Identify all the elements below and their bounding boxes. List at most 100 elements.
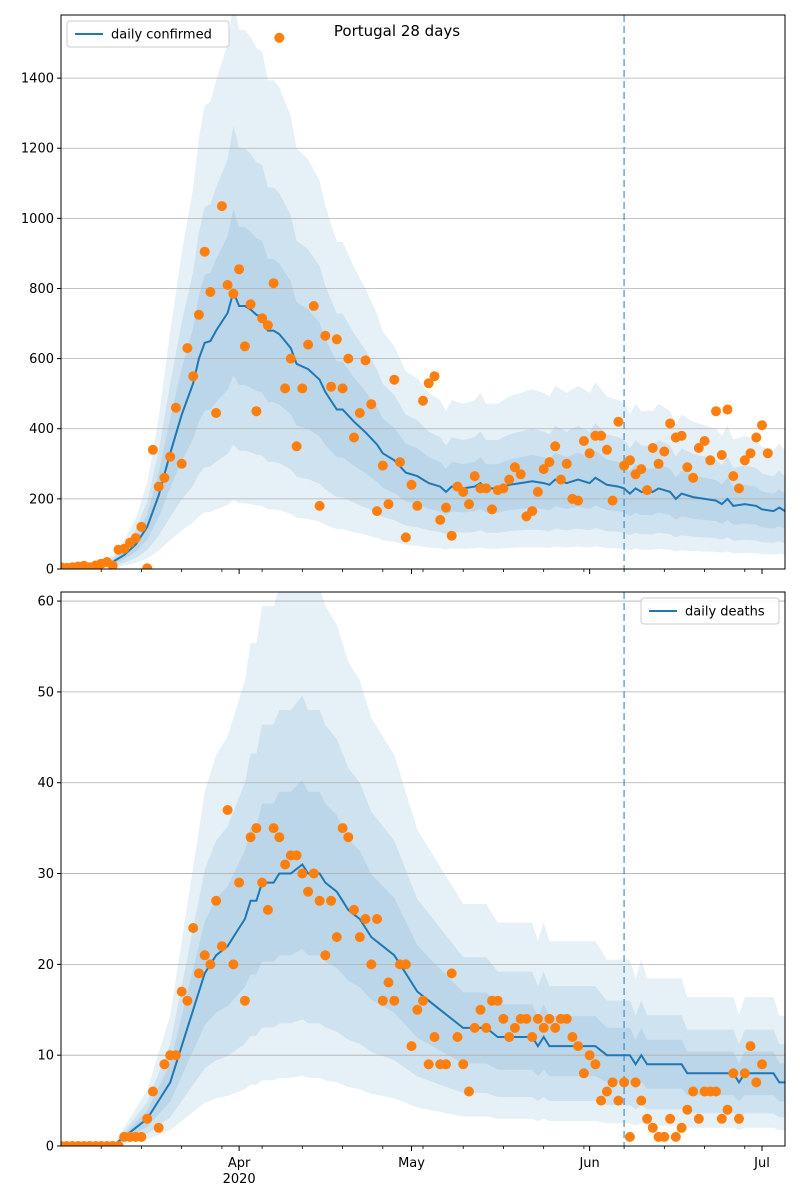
observed-point	[182, 343, 193, 354]
observed-point	[521, 1013, 532, 1024]
observed-point	[280, 383, 291, 394]
observed-point	[670, 1131, 681, 1142]
observed-point	[188, 371, 199, 382]
observed-point	[354, 408, 365, 418]
y-tick-label: 30	[37, 867, 54, 882]
observed-point	[693, 1113, 704, 1124]
observed-point	[751, 432, 762, 443]
observed-point	[360, 355, 371, 366]
observed-point	[688, 472, 699, 483]
y-tick-label: 0	[46, 1140, 54, 1155]
observed-point	[452, 1032, 463, 1042]
observed-point	[176, 986, 187, 997]
observed-point	[751, 1077, 762, 1088]
observed-point	[314, 895, 325, 906]
observed-point	[739, 1068, 750, 1079]
observed-point	[498, 483, 509, 494]
observed-point	[487, 504, 497, 515]
observed-point	[567, 1032, 578, 1042]
observed-point	[239, 341, 250, 352]
observed-point	[693, 443, 704, 453]
observed-point	[406, 479, 417, 490]
observed-point	[573, 495, 584, 506]
observed-point	[234, 264, 245, 275]
y-tick-label: 400	[29, 422, 54, 437]
observed-point	[245, 299, 256, 310]
observed-point	[107, 560, 118, 569]
model-line	[61, 288, 785, 569]
observed-point	[745, 1041, 756, 1052]
observed-point	[205, 287, 216, 297]
observed-point	[441, 1059, 451, 1070]
observed-point	[515, 469, 526, 480]
observed-point	[159, 472, 170, 483]
observed-point	[527, 506, 538, 517]
observed-point	[297, 383, 308, 394]
observed-point	[716, 450, 727, 460]
observed-point	[688, 1086, 699, 1097]
observed-point	[757, 1059, 767, 1070]
observed-point	[337, 823, 348, 834]
observed-point	[349, 432, 359, 443]
observed-point	[389, 995, 400, 1006]
legend: daily deaths	[640, 597, 780, 625]
observed-point	[647, 443, 658, 453]
observed-point	[377, 995, 388, 1006]
observed-point	[159, 1059, 170, 1070]
observed-point	[395, 457, 405, 468]
observed-point	[446, 968, 457, 979]
observed-point	[142, 1113, 153, 1124]
observed-point	[211, 408, 222, 418]
observed-point	[308, 868, 319, 879]
observed-point	[153, 481, 164, 492]
observed-point	[274, 32, 285, 43]
observed-point	[211, 895, 222, 906]
observed-point	[262, 904, 273, 915]
observed-point	[193, 968, 204, 979]
observed-point	[630, 1077, 641, 1088]
observed-point	[291, 441, 302, 452]
observed-point	[429, 1032, 440, 1042]
observed-point	[578, 1068, 589, 1079]
observed-point	[441, 502, 451, 513]
observed-point	[245, 832, 256, 843]
observed-point	[136, 1131, 147, 1142]
observed-point	[228, 959, 239, 970]
observed-point	[578, 436, 589, 446]
observed-point	[360, 914, 371, 924]
observed-point	[544, 1013, 555, 1024]
observed-point	[400, 959, 411, 970]
uncertainty-band-1	[61, 592, 785, 1146]
observed-point	[762, 448, 773, 459]
observed-point	[647, 1122, 658, 1133]
y-tick-label: 20	[37, 958, 54, 973]
observed-point	[170, 402, 181, 413]
observed-point	[711, 1086, 721, 1097]
observed-point	[492, 995, 503, 1006]
uncertainty-bands	[61, 15, 785, 569]
observed-point	[464, 499, 474, 510]
observed-point	[532, 1013, 543, 1024]
observed-point	[705, 455, 716, 466]
observed-point	[538, 1022, 549, 1033]
observed-point	[412, 500, 423, 511]
observed-point	[268, 823, 279, 834]
observed-point	[147, 1086, 158, 1097]
observed-points	[61, 805, 767, 1146]
figure-title: Portugal 28 days	[334, 22, 460, 40]
observed-point	[745, 448, 756, 459]
observed-point	[349, 904, 359, 915]
observed-point	[153, 1122, 164, 1133]
observed-point	[331, 334, 342, 345]
observed-point	[596, 1095, 607, 1106]
observed-point	[389, 374, 400, 385]
observed-point	[147, 444, 158, 455]
model-line	[61, 863, 785, 1146]
x-tick-sublabel: 2020	[223, 1172, 256, 1187]
observed-point	[176, 458, 187, 469]
observed-point	[297, 868, 308, 879]
observed-point	[722, 1104, 733, 1115]
observed-point	[555, 474, 566, 485]
observed-point	[682, 1104, 693, 1115]
observed-point	[222, 805, 233, 815]
